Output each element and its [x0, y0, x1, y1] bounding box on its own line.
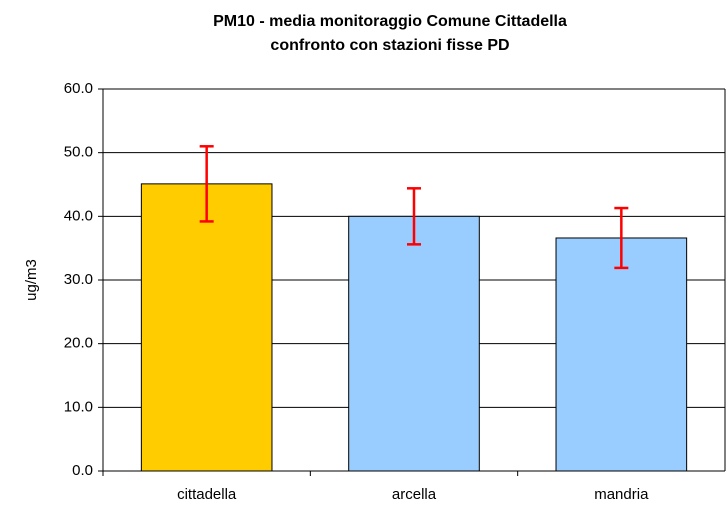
y-axis-label: ug/m3 [23, 259, 40, 301]
bar [348, 215, 480, 472]
y-tick-label: 20.0 [64, 335, 93, 352]
chart-title: confronto con stazioni fisse PD [270, 37, 509, 54]
x-tick-label: mandria [594, 486, 649, 503]
bar [555, 237, 688, 472]
x-tick-label: cittadella [177, 486, 237, 503]
y-tick-label: 30.0 [64, 271, 93, 288]
y-tick-label: 10.0 [64, 398, 93, 415]
y-tick-label: 0.0 [72, 462, 93, 479]
x-tick-label: arcella [392, 486, 437, 503]
bar [140, 183, 273, 472]
chart-title: PM10 - media monitoraggio Comune Cittade… [213, 13, 567, 30]
y-tick-label: 40.0 [64, 207, 93, 224]
y-tick-label: 60.0 [64, 80, 93, 97]
y-tick-label: 50.0 [64, 144, 93, 161]
